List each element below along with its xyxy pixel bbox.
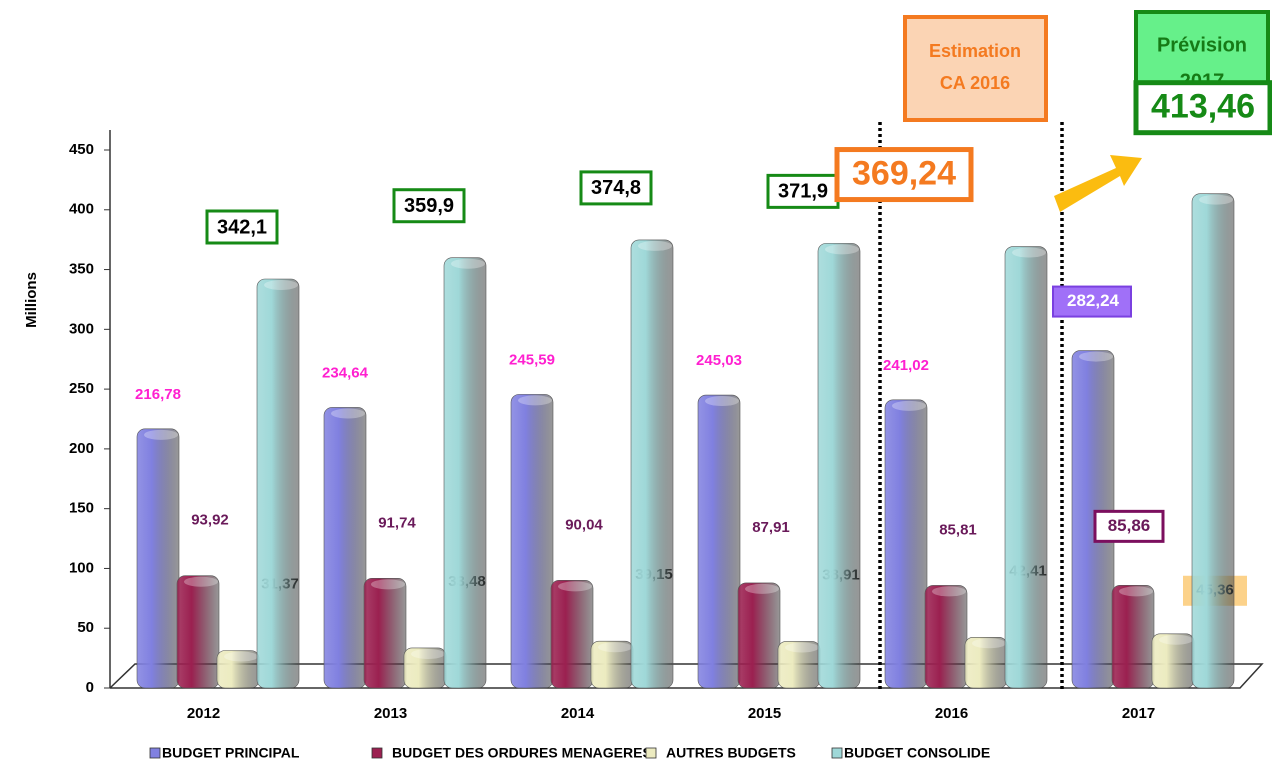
bar-top <box>411 648 445 659</box>
bar-top <box>1079 351 1113 362</box>
data-label: 85,81 <box>939 521 977 538</box>
data-label: 241,02 <box>883 357 929 374</box>
bar-top <box>518 395 552 406</box>
data-label: 374,8 <box>591 177 641 199</box>
bar <box>443 257 487 689</box>
y-tick-label: 0 <box>86 679 94 696</box>
y-tick-label: 200 <box>69 440 94 457</box>
y-tick-label: 450 <box>69 141 94 158</box>
data-label: 342,1 <box>217 216 267 238</box>
label-box <box>1133 80 1272 136</box>
bar-top <box>331 408 365 419</box>
bar <box>737 582 781 689</box>
y-tick-label: 100 <box>69 559 94 576</box>
annotation-text: Prévision <box>1157 34 1247 56</box>
label-box <box>1093 509 1165 543</box>
y-tick-label: 50 <box>77 619 94 636</box>
bar-top <box>264 280 298 291</box>
bar-top <box>144 429 178 440</box>
data-label: 359,9 <box>404 195 454 217</box>
bar-top <box>184 576 218 587</box>
bar-top <box>1199 194 1233 205</box>
bar <box>697 394 741 689</box>
data-label: 216,78 <box>135 386 181 403</box>
bar-top <box>932 586 966 597</box>
data-label: 369,24 <box>852 155 956 193</box>
legend-label: BUDGET DES ORDURES MENAGERES <box>392 745 652 761</box>
bar <box>884 399 928 689</box>
y-tick-label: 150 <box>69 500 94 517</box>
bar <box>1111 585 1155 689</box>
bar-top <box>825 244 859 255</box>
data-label: 371,9 <box>778 181 828 203</box>
bar-top <box>785 642 819 653</box>
y-tick-label: 350 <box>69 261 94 278</box>
legend-label: BUDGET PRINCIPAL <box>162 745 300 761</box>
bar-top <box>745 583 779 594</box>
bar-top <box>224 651 258 662</box>
floor <box>109 130 1264 689</box>
legend-swatch <box>831 747 843 759</box>
bar <box>550 580 594 689</box>
bar-top <box>558 581 592 592</box>
annotation-text: Estimation <box>929 41 1021 61</box>
x-tick-label: 2012 <box>187 705 220 722</box>
legend-swatch <box>149 747 161 759</box>
x-tick-label: 2014 <box>561 705 595 722</box>
label-box <box>205 209 279 245</box>
x-tick-label: 2016 <box>935 705 968 722</box>
bar-top <box>705 396 739 407</box>
label-box <box>579 170 653 206</box>
x-tick-label: 2017 <box>1122 705 1155 722</box>
bar <box>256 278 300 689</box>
bar <box>136 428 180 689</box>
annotation-text: CA 2016 <box>940 73 1010 93</box>
bar-top <box>1119 586 1153 597</box>
bar-top <box>972 638 1006 649</box>
legend-label: BUDGET CONSOLIDE <box>844 745 990 761</box>
bar <box>323 407 367 689</box>
legend-swatch <box>645 747 657 759</box>
data-label: 90,04 <box>565 516 603 533</box>
legend-swatch <box>371 747 383 759</box>
bar <box>1004 246 1048 689</box>
bar <box>630 239 674 689</box>
data-label: 282,24 <box>1067 291 1120 310</box>
bar-top <box>371 579 405 590</box>
bar-top <box>1012 247 1046 258</box>
data-label: 91,74 <box>378 514 416 531</box>
bar <box>1191 193 1235 689</box>
data-label: 245,59 <box>509 351 555 368</box>
x-tick-label: 2015 <box>748 705 781 722</box>
bar <box>176 575 220 689</box>
bar-top <box>1159 634 1193 645</box>
bar <box>510 394 554 689</box>
bar-top <box>451 258 485 269</box>
x-tick-label: 2013 <box>374 705 407 722</box>
data-label: 234,64 <box>322 364 369 381</box>
label-box <box>392 188 466 224</box>
bar-top <box>892 400 926 411</box>
y-axis-label: Millions <box>23 272 40 328</box>
bar-top <box>638 240 672 251</box>
annotation: Estimation CA 2016 <box>903 15 1048 122</box>
y-tick-label: 400 <box>69 201 94 218</box>
y-tick-label: 250 <box>69 380 94 397</box>
bar-top <box>598 642 632 653</box>
arrow <box>1054 155 1142 212</box>
data-label: 413,46 <box>1151 88 1255 126</box>
data-label: 93,92 <box>191 512 229 529</box>
data-label: 85,86 <box>1108 516 1151 535</box>
legend-label: AUTRES BUDGETS <box>666 745 796 761</box>
y-tick-label: 300 <box>69 320 94 337</box>
label-box <box>1052 285 1132 318</box>
data-label: 87,91 <box>752 519 790 536</box>
bar <box>363 578 407 689</box>
data-label: 245,03 <box>696 352 742 369</box>
bar <box>817 243 861 689</box>
bar <box>924 585 968 689</box>
label-box <box>834 147 974 203</box>
